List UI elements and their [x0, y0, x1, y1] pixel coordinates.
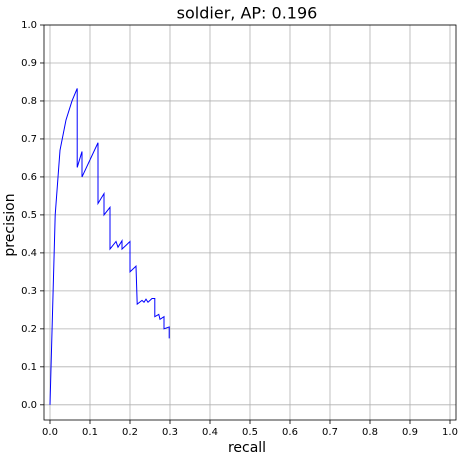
- y-tick-label: 0.5: [21, 210, 37, 221]
- x-tick-label: 0.1: [82, 427, 98, 438]
- y-tick-label: 0.2: [21, 324, 37, 335]
- plot-frame: [43, 24, 457, 421]
- x-tick-label: 0.8: [362, 427, 378, 438]
- y-tick-label: 1.0: [21, 20, 37, 31]
- x-tick-label: 0.3: [162, 427, 178, 438]
- y-tick-label: 0.0: [21, 400, 37, 411]
- y-tick-label: 0.8: [21, 96, 37, 107]
- chart-title: soldier, AP: 0.196: [177, 4, 318, 23]
- x-tick-label: 1.0: [442, 427, 458, 438]
- y-tick-label: 0.1: [21, 362, 37, 373]
- x-tick-label: 0.0: [42, 427, 58, 438]
- x-tick-label: 0.7: [322, 427, 338, 438]
- y-tick-label: 0.3: [21, 286, 37, 297]
- x-tick-label: 0.6: [282, 427, 298, 438]
- x-tick-label: 0.4: [202, 427, 218, 438]
- x-tick-label: 0.5: [242, 427, 258, 438]
- x-axis-label: recall: [228, 440, 266, 456]
- y-tick-label: 0.4: [21, 248, 37, 259]
- pr-curve: [49, 88, 170, 405]
- x-tick-label: 0.2: [122, 427, 138, 438]
- y-axis-label: precision: [2, 193, 18, 256]
- y-tick-label: 0.9: [21, 58, 37, 69]
- y-tick-label: 0.7: [21, 134, 37, 145]
- x-tick-label: 0.9: [402, 427, 418, 438]
- y-tick-label: 0.6: [21, 172, 37, 183]
